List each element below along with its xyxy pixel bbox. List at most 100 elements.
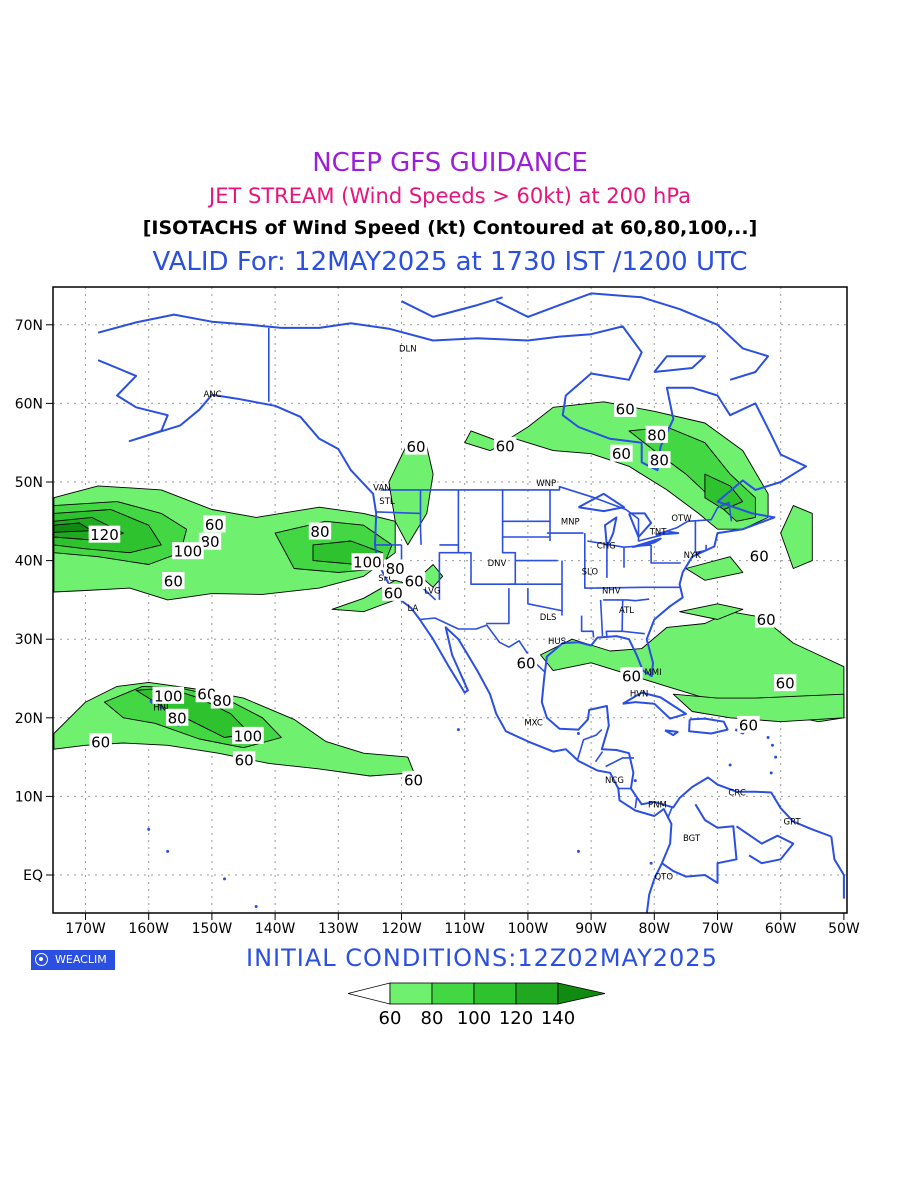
contour-label-text: 60 [622,668,641,686]
contour-label-text: 100 [154,687,183,705]
coastline [735,825,795,865]
lon-label: 100W [508,921,549,937]
contour-label-bg [493,436,517,454]
contour-label-bg [648,450,671,468]
lat-label: 70N [15,318,43,334]
lat-label: 10N [15,789,43,805]
contour-label: 100 [232,726,264,745]
lon-label: 70W [702,921,734,937]
coastline [159,704,165,709]
isotach-region [685,556,744,581]
contour-label: 80 [383,559,407,578]
chart-subtitle: JET STREAM (Wind Speeds > 60kt) at 200 h… [209,184,691,208]
contour-label: 60 [614,399,637,418]
contour-label: 80 [308,522,332,541]
contour-label-bg [614,399,637,417]
valid-time: VALID For: 12MAY2025 at 1730 IST /1200 U… [152,247,748,277]
contour-label: 60 [620,667,643,686]
city-label: GRT [784,818,802,828]
contour-label-text: 60 [496,437,515,455]
contour-label-text: 60 [776,675,795,693]
contour-label-bg [645,425,669,443]
contour-label-bg [88,525,121,543]
border-line [419,489,422,545]
border-line [376,511,421,515]
contour-label-bg [232,726,264,744]
lon-label: 60W [765,921,797,937]
lat-label: 20N [15,711,43,727]
contour-label-bg [172,542,204,560]
city-label: CRC [728,788,745,798]
coastline [622,691,687,720]
contour-label-text: 60 [405,573,424,591]
city-label: NYK [684,551,702,561]
city-label: HNL [153,704,171,714]
city-label: STL [379,497,395,507]
isotach-region [704,473,744,510]
contour-label-bg [152,686,185,704]
contour-label-text: 60 [235,752,254,770]
graticule [53,287,847,913]
contour-label-bg [773,674,797,692]
island-dot [774,755,778,759]
contour-label-text: 80 [650,451,669,469]
island-dot [576,732,580,736]
contour-label-bg [382,583,405,601]
contour-label-text: 60 [384,584,403,602]
contour-label-text: 60 [404,771,423,789]
contour-label-text: 100 [174,543,203,561]
city-label: ATL [619,606,634,616]
contour-label: 60 [737,715,760,734]
city-label: TNT [649,528,668,538]
lat-label: 40N [15,554,43,570]
island-dot [770,743,774,747]
contour-label-text: 60 [616,400,635,418]
city-label: CHG [597,542,616,552]
contour-label: 80 [645,425,669,444]
contour-label-bg [402,770,425,788]
contour-label-text: 60 [406,438,425,456]
border-line [583,533,595,589]
lon-label: 140W [255,921,296,937]
contour-label: 60 [89,733,112,752]
lat-label: 30N [15,632,43,648]
island-dot [456,728,460,732]
border-line [605,757,635,768]
isotach-region [679,603,744,620]
contour-label: 60 [402,770,425,789]
lat-label: 50N [15,475,43,491]
city-label: HVN [630,689,649,699]
weaclim-logo: WEACLIM [31,950,115,970]
lat-label: 60N [15,396,43,412]
contour-label: 60 [402,572,426,591]
contour-label-text: 80 [647,426,666,444]
city-label: WNP [536,479,556,489]
border-line [580,615,595,638]
contour-label-bg [514,653,538,671]
chart-title: NCEP GFS GUIDANCE [312,148,588,178]
island-dot [576,849,580,853]
contour-label-bg [203,515,226,533]
contour-label-bg [404,437,428,455]
contour-label-text: 80 [386,560,405,578]
coastline [97,313,832,838]
contour-label-bg [210,691,234,709]
city-label: ANC [203,390,221,400]
contour-label-text: 80 [212,692,231,710]
island-dot [254,904,258,908]
city-label: MNP [561,517,580,527]
contour-label: 60 [203,515,226,534]
border-line [594,751,604,763]
coastline [830,836,845,899]
contour-label: 60 [773,674,797,693]
city-label: DLS [540,613,557,623]
island-dot [649,861,653,865]
border-line [486,588,510,625]
contour-label: 80 [198,532,222,551]
island-dot [633,779,637,783]
initial-conditions: INITIAL CONDITIONS:12Z02MAY2025 [246,944,718,972]
contour-label-text: 60 [205,516,224,534]
city-label: BGT [683,834,701,844]
